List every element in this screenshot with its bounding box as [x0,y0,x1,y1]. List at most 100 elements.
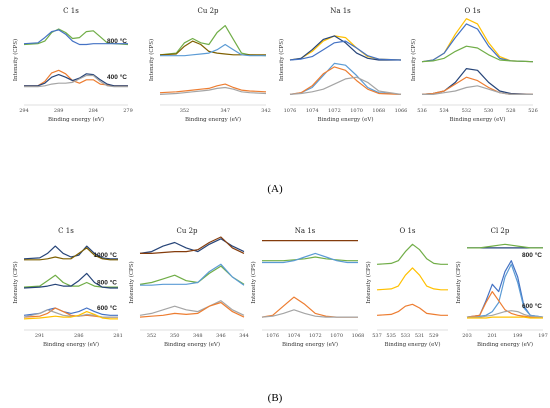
subplot-6: Na 1s Intensity (CPS) 1076 1074 1072 1070 1068… [250,227,364,348]
y-axis-label: Intensity (CPS) [250,261,257,303]
x-tick-label: 531 [415,333,425,339]
y-axis-label: Intensity (CPS) [410,39,417,81]
x-tick-label: 533 [401,333,411,339]
subplot-title: Cu 2p [176,227,198,235]
x-tick-label: 346 [216,333,226,339]
y-axis-label: Intensity (CPS) [12,261,19,303]
x-tick-label: 286 [74,333,84,339]
series-line-2 [289,40,402,61]
x-tick-label: 1068 [372,108,385,114]
series-line-2 [160,43,266,57]
subplot-title: O 1s [399,227,415,235]
x-tick-label: 529 [429,333,439,339]
series-line-2 [376,303,448,316]
x-tick-label: 281 [113,333,123,339]
x-axis-label: Binding energy (eV) [164,341,220,348]
x-tick-label: 530 [484,108,494,114]
subplot-3: O 1s Intensity (CPS) 536 534 532 530 528 526 Bin… [410,7,538,123]
x-tick-label: 526 [528,108,538,114]
series-line-1 [467,243,543,249]
y-axis-label: Intensity (CPS) [148,39,155,81]
series-line-7 [23,311,118,320]
series-line-3 [159,83,267,94]
series-line-3 [466,263,544,318]
x-tick-label: 1070 [330,333,343,339]
x-axis-label: Binding energy (eV) [317,116,373,123]
series-line-3 [23,272,118,289]
x-tick-label: 342 [261,108,271,114]
x-axis-label: Binding energy (eV) [384,341,440,348]
x-tick-label: 352 [147,333,157,339]
x-tick-label: 284 [89,108,99,114]
subplot-title: C 1s [63,7,79,15]
series-line-4 [261,309,358,318]
x-axis-label: Binding energy (eV) [43,341,99,348]
series-line-4 [159,86,267,95]
x-axis-label: Binding energy (eV) [185,116,241,123]
x-tick-label: 352 [180,108,190,114]
subplot-title: Cl 2p [491,227,510,235]
subplot-5: Cu 2p Intensity (CPS) 352 350 348 346 344 Bindi… [128,227,249,348]
series-line-2 [262,252,358,264]
series-line-3 [261,296,358,318]
temperature-label: 800 °C [107,37,127,45]
series-line-5 [422,85,533,96]
subplot-4: C 1s Intensity (CPS) 291 286 281 Binding ener… [12,227,123,348]
temperature-label: 600 °C [522,302,542,310]
subplot-1: Cu 2p Intensity (CPS) 352 347 342 Binding ene… [148,7,271,123]
series-line-0 [376,243,448,265]
series-line-1 [24,247,118,261]
series-line-5 [289,76,402,95]
x-tick-label: 279 [123,108,133,114]
series-line-0 [159,25,267,57]
series-line-3 [289,62,402,95]
x-tick-label: 350 [170,333,180,339]
subplot-title: O 1s [464,7,480,15]
x-tick-label: 536 [417,108,427,114]
series-line-2 [139,265,245,285]
series-line-0 [289,35,402,61]
x-tick-label: 1076 [284,108,297,114]
subplot-title: C 1s [58,227,74,235]
subplot-0: C 1s Intensity (CPS) 294 289 284 279 Binding e… [12,7,133,123]
series-line-1 [262,256,358,262]
x-tick-label: 344 [239,333,249,339]
temperature-label: 400 °C [107,73,127,81]
x-tick-label: 348 [193,333,203,339]
y-axis-label: Intensity (CPS) [455,261,462,303]
temperature-label: 600 °C [97,304,117,312]
x-tick-label: 347 [220,108,230,114]
series-line-4 [466,291,543,318]
y-axis-label: Intensity (CPS) [128,261,135,303]
subplot-7: O 1s Intensity (CPS) 537 535 533 531 529 Bindin… [365,227,448,348]
temperature-label: 800 °C [522,251,542,259]
series-line-0 [23,28,129,46]
series-line-4 [289,66,402,95]
y-axis-label: Intensity (CPS) [365,261,372,303]
xps-subplots: C 1s Intensity (CPS) 294 289 284 279 Binding e… [12,7,548,348]
series-line-1 [23,29,128,46]
x-tick-label: 197 [538,333,548,339]
subplot-title: Na 1s [330,7,351,15]
series-line-4 [139,300,245,316]
x-tick-label: 1070 [350,108,363,114]
x-tick-label: 534 [439,108,449,114]
series-line-3 [140,263,245,286]
panel-label-b: (B) [268,392,283,404]
x-tick-label: 201 [488,333,498,339]
panel-label-a: (A) [267,183,283,195]
x-tick-label: 1074 [306,108,319,114]
y-axis-label: Intensity (CPS) [12,39,19,81]
x-axis-label: Binding energy (eV) [449,116,505,123]
x-tick-label: 1068 [352,333,365,339]
series-line-6 [467,316,543,319]
x-tick-label: 291 [35,333,45,339]
series-line-1 [289,35,401,61]
x-tick-label: 1072 [309,333,322,339]
temperature-label: 1000 °C [93,251,117,259]
series-line-1 [376,267,448,291]
x-axis-label: Binding energy (eV) [477,341,533,348]
x-axis-label: Binding energy (eV) [282,341,338,348]
x-tick-label: 1076 [266,333,279,339]
